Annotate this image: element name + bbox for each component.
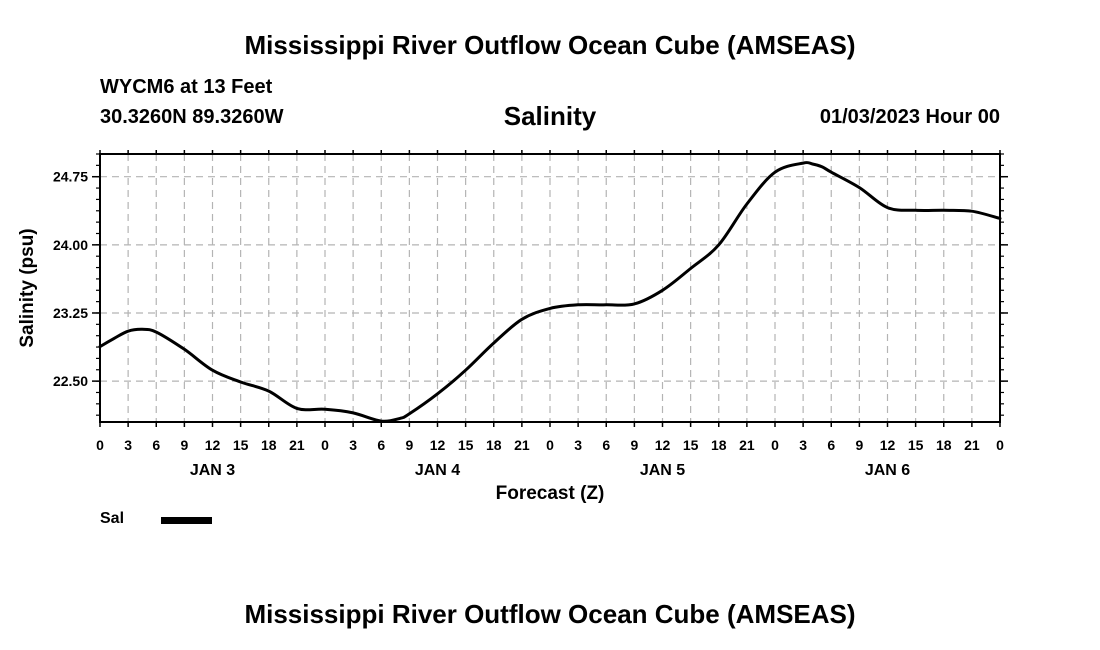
x-tick-label: 9 (180, 437, 188, 453)
chart-title: Salinity (503, 101, 597, 131)
y-tick-label: 24.75 (53, 169, 88, 185)
x-tick-label: 15 (458, 437, 474, 453)
chart-grid (100, 154, 1000, 422)
x-tick-label: 6 (827, 437, 835, 453)
x-tick-label: 21 (739, 437, 755, 453)
y-axis-label: Salinity (psu) (17, 228, 38, 348)
x-tick-label: 12 (655, 437, 671, 453)
x-tick-label: 18 (936, 437, 952, 453)
x-tick-label: 12 (430, 437, 446, 453)
x-tick-label: 6 (602, 437, 610, 453)
x-tick-label: 6 (152, 437, 160, 453)
x-axis-label: Forecast (Z) (495, 483, 605, 504)
x-tick-label: 3 (799, 437, 807, 453)
y-tick-label: 23.25 (53, 305, 88, 321)
x-tick-label: 18 (486, 437, 502, 453)
x-tick-label: 18 (711, 437, 727, 453)
x-tick-label: 0 (996, 437, 1004, 453)
page-footer-title: Mississippi River Outflow Ocean Cube (AM… (244, 599, 856, 629)
x-tick-label: 12 (205, 437, 221, 453)
x-tick-label: 6 (377, 437, 385, 453)
day-label: JAN 4 (415, 462, 460, 479)
x-tick-label: 21 (289, 437, 305, 453)
x-tick-label: 0 (771, 437, 779, 453)
legend-label: Sal (100, 510, 125, 527)
x-tick-label: 15 (908, 437, 924, 453)
x-tick-label: 12 (880, 437, 896, 453)
x-tick-label: 0 (321, 437, 329, 453)
x-tick-label: 21 (964, 437, 980, 453)
x-tick-label: 15 (683, 437, 699, 453)
y-tick-label: 24.00 (53, 237, 88, 253)
day-labels: JAN 3 JAN 4 JAN 5 JAN 6 (190, 462, 910, 479)
series-line-sal (98, 161, 1002, 423)
x-tick-label: 0 (96, 437, 104, 453)
x-tick-label: 3 (124, 437, 132, 453)
x-tick-label: 0 (546, 437, 554, 453)
y-axis: 22.50 23.25 24.00 24.75 (53, 153, 1008, 416)
legend-swatch (161, 517, 212, 524)
x-tick-label: 9 (405, 437, 413, 453)
x-tick-label: 9 (855, 437, 863, 453)
plot-frame (99, 153, 1001, 423)
x-tick-label: 15 (233, 437, 249, 453)
day-label: JAN 5 (640, 462, 685, 479)
x-tick-label: 21 (514, 437, 530, 453)
x-tick-label: 9 (630, 437, 638, 453)
station-coordinates: 30.3260N 89.3260W (100, 106, 284, 128)
y-tick-label: 22.50 (53, 373, 88, 389)
day-label: JAN 3 (190, 462, 235, 479)
x-tick-label: 3 (349, 437, 357, 453)
x-tick-label: 3 (574, 437, 582, 453)
forecast-run-time: 01/03/2023 Hour 00 (819, 106, 1000, 128)
page-title: Mississippi River Outflow Ocean Cube (AM… (244, 30, 856, 60)
day-label: JAN 6 (865, 462, 910, 479)
station-label: WYCM6 at 13 Feet (100, 76, 273, 98)
x-tick-label: 18 (261, 437, 277, 453)
